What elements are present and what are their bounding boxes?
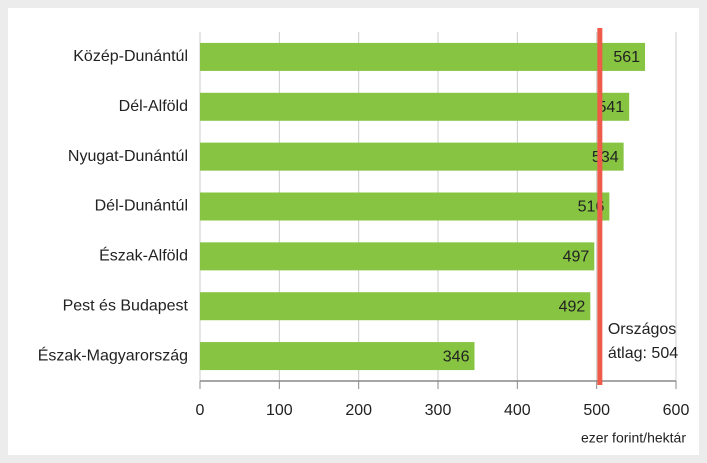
- bar: [200, 342, 475, 371]
- x-tick-label: 100: [266, 402, 293, 419]
- y-tick-label: Nyugat-Dunántúl: [68, 148, 188, 165]
- x-axis-label: ezer forint/hektár: [581, 430, 686, 446]
- x-tick-label: 600: [663, 402, 690, 419]
- value-label: 497: [563, 249, 590, 266]
- x-tick-label: 0: [196, 402, 205, 419]
- x-tick-label: 200: [345, 402, 372, 419]
- bar: [200, 42, 646, 71]
- value-label: 492: [559, 298, 586, 315]
- bar: [200, 92, 630, 121]
- plot-background: [8, 8, 699, 455]
- bar: [200, 192, 610, 221]
- reference-label: átlag: 504: [608, 345, 678, 362]
- reference-label: Országos: [608, 321, 676, 338]
- bar: [200, 292, 591, 321]
- y-tick-label: Észak-Alföld: [99, 246, 188, 265]
- y-tick-label: Pest és Budapest: [63, 297, 189, 314]
- y-tick-label: Észak-Magyarország: [38, 345, 188, 364]
- bar: [200, 242, 595, 271]
- x-tick-label: 500: [583, 402, 610, 419]
- value-label: 534: [592, 149, 619, 166]
- value-label: 346: [443, 348, 470, 365]
- x-tick-label: 300: [425, 402, 452, 419]
- bar: [200, 142, 624, 171]
- y-tick-label: Közép-Dunántúl: [73, 48, 188, 65]
- y-tick-label: Dél-Dunántúl: [95, 198, 188, 215]
- value-label: 541: [597, 99, 624, 116]
- value-label: 561: [613, 49, 640, 66]
- x-tick-label: 400: [504, 402, 531, 419]
- y-tick-label: Dél-Alföld: [119, 98, 188, 115]
